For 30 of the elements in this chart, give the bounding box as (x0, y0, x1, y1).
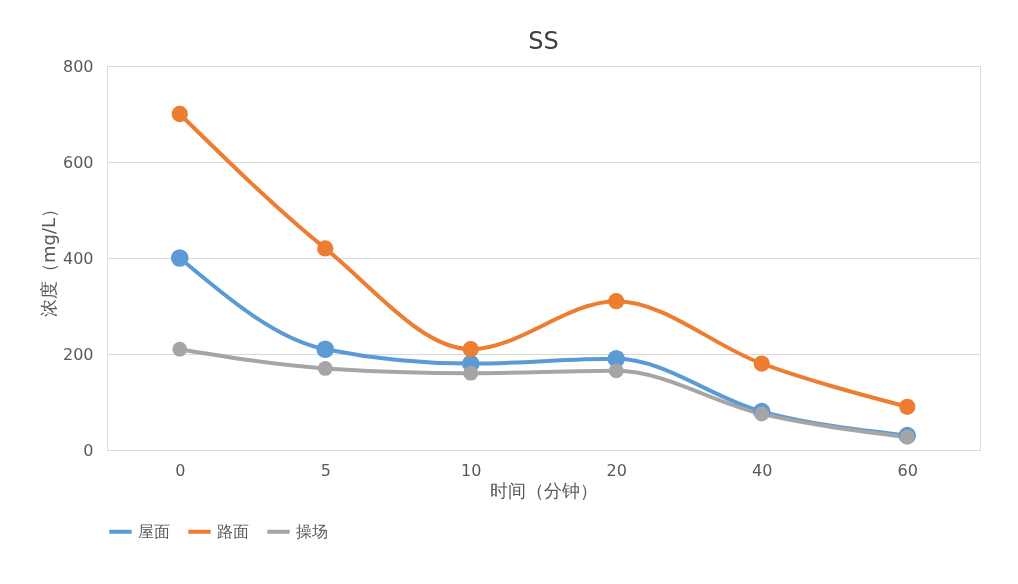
point (317, 240, 334, 257)
point (463, 365, 479, 381)
x-tick-label: 10 (461, 460, 482, 480)
x-axis-title: 时间（分钟） (490, 479, 598, 501)
y-tick-label: 0 (83, 440, 94, 460)
point (171, 105, 188, 123)
legend-label: 路面 (217, 521, 249, 541)
point (754, 406, 770, 422)
x-tick-label: 60 (897, 460, 918, 480)
point (608, 293, 625, 310)
point (462, 341, 479, 358)
y-tick-label: 200 (62, 344, 94, 364)
legend-label: 操场 (296, 521, 328, 541)
y-tick-label: 400 (62, 248, 94, 268)
legend-label: 屋面 (138, 521, 170, 541)
x-tick-label: 20 (606, 460, 627, 480)
y-tick-label: 600 (62, 152, 94, 172)
chart-title: SS (528, 27, 559, 55)
point (899, 398, 916, 415)
point (317, 361, 333, 376)
y-axis-title: 浓度（mg/L） (37, 199, 59, 318)
point (608, 363, 624, 379)
point (170, 249, 189, 267)
point (316, 340, 335, 358)
x-tick-label: 40 (752, 460, 773, 480)
x-tick-label: 0 (175, 460, 186, 480)
y-tick-label: 800 (62, 56, 94, 76)
point (753, 355, 770, 372)
point (172, 341, 188, 357)
x-tick-label: 5 (320, 460, 331, 480)
